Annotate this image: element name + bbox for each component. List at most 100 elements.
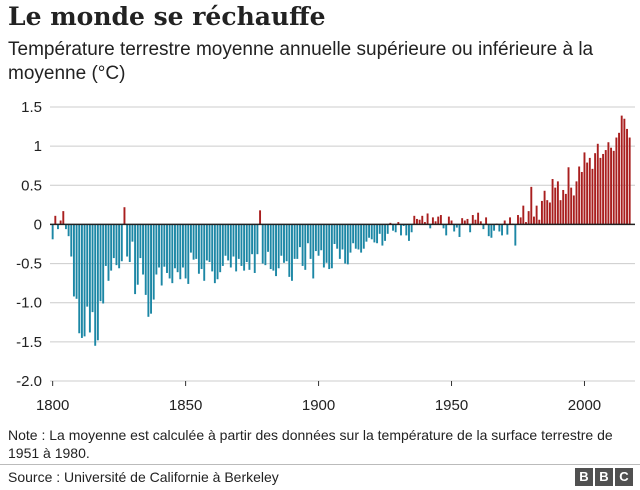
bar [174, 224, 176, 269]
bar [567, 167, 570, 225]
bar [522, 205, 525, 225]
bar [160, 224, 163, 286]
bar [110, 224, 113, 271]
bar [205, 224, 208, 261]
bar [586, 162, 589, 225]
bar [453, 224, 456, 232]
bar [248, 224, 251, 270]
bar [538, 219, 541, 225]
y-tick-label: 1 [34, 138, 42, 155]
bar [490, 224, 493, 238]
bar [381, 224, 384, 246]
bar [543, 190, 546, 225]
bar [166, 224, 168, 273]
bar [373, 224, 376, 243]
bar [336, 224, 339, 249]
bar [317, 224, 320, 256]
bar [267, 224, 269, 252]
bar [450, 220, 453, 225]
x-tick-label: 1900 [302, 397, 335, 414]
bar [362, 224, 365, 249]
bar [330, 224, 333, 269]
bar [86, 224, 89, 307]
bar [80, 224, 83, 338]
bar [131, 224, 134, 242]
bar [554, 187, 557, 225]
bar [192, 224, 195, 260]
bar [458, 224, 461, 237]
y-tick-label: 0.5 [21, 177, 42, 194]
gridlines [50, 106, 635, 382]
bar [623, 118, 626, 225]
bar [474, 219, 477, 225]
logo-letter: B [575, 468, 593, 486]
bar [264, 224, 267, 266]
bar [562, 189, 565, 225]
bar [525, 222, 527, 225]
bar [384, 224, 386, 241]
bar [596, 143, 599, 225]
bar [493, 224, 496, 231]
bar [91, 224, 94, 313]
bar [280, 224, 283, 256]
bar [479, 221, 482, 225]
bar [245, 224, 248, 263]
bar [261, 224, 264, 264]
bar [256, 224, 259, 255]
source-credit: Source : Université de Californie à Berk… [8, 469, 279, 485]
bar [179, 224, 182, 280]
bar [431, 217, 434, 225]
bar [578, 166, 581, 225]
bar [328, 224, 331, 270]
y-tick-label: -0.5 [16, 256, 42, 273]
bar [533, 216, 535, 225]
bar [344, 224, 347, 264]
bar [426, 213, 429, 225]
bar [487, 224, 490, 237]
bar [442, 224, 445, 229]
bar [136, 224, 139, 285]
bar [144, 224, 147, 295]
bar [439, 215, 442, 225]
bar [118, 224, 121, 269]
bar [216, 224, 219, 280]
bar [200, 224, 203, 270]
bar [405, 224, 408, 236]
bar [378, 224, 381, 234]
bar [482, 224, 485, 230]
bar [120, 224, 123, 262]
bar [168, 224, 171, 279]
bar [594, 153, 597, 225]
bar [57, 224, 59, 230]
chart-subtitle: Température terrestre moyenne annuelle s… [8, 39, 594, 84]
bar [152, 224, 155, 300]
bar [150, 224, 152, 314]
bar [59, 220, 62, 225]
bar [469, 224, 472, 233]
bar [277, 224, 280, 269]
bar [349, 224, 352, 253]
bar [147, 224, 150, 317]
bar [498, 224, 501, 232]
bar [394, 224, 397, 233]
bar [320, 224, 323, 251]
bar [163, 224, 166, 267]
bar [78, 224, 81, 334]
bar [299, 224, 301, 248]
bar [626, 128, 628, 225]
bar [54, 215, 57, 225]
bar [322, 224, 325, 268]
bar [540, 200, 543, 225]
bar [213, 224, 216, 284]
bar [392, 224, 394, 231]
bar [126, 224, 129, 257]
bar [259, 210, 262, 225]
x-tick-label: 1800 [36, 397, 69, 414]
bar [437, 216, 440, 225]
bar [445, 224, 448, 236]
bar [365, 224, 368, 242]
bar [618, 132, 620, 225]
bar [301, 224, 304, 266]
bar [588, 157, 591, 225]
bar [421, 215, 424, 225]
